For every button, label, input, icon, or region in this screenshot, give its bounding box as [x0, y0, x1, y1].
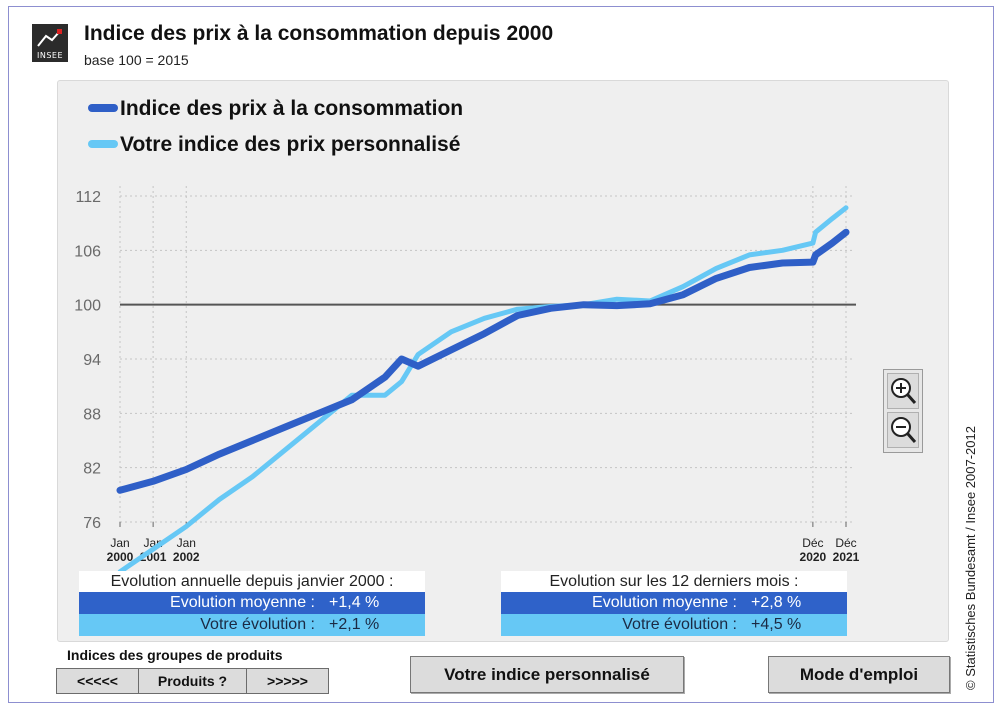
- help-button[interactable]: Mode d'emploi: [768, 656, 950, 693]
- avg-value: +2,8 %: [751, 594, 802, 611]
- cpi-series-line: [116, 228, 850, 494]
- stats-since-2000-your-row: Votre évolution : +2,1 %: [79, 614, 425, 636]
- y-tick-label: 100: [74, 298, 101, 315]
- product-group-nav: <<<<< Produits ? >>>>>: [56, 668, 329, 694]
- stats-12m-your-row: Votre évolution : +4,5 %: [501, 614, 847, 636]
- page-subtitle: base 100 = 2015: [84, 52, 189, 68]
- zoom-out-icon: [891, 417, 917, 443]
- next-group-button[interactable]: >>>>>: [267, 673, 308, 689]
- legend-label-personal: Votre indice des prix personnalisé: [120, 133, 460, 156]
- x-tick-label-month: Jan: [110, 536, 129, 550]
- x-tick-label-month: Jan: [177, 536, 196, 550]
- your-value: +4,5 %: [751, 616, 802, 633]
- stats-last-12-months: Evolution sur les 12 derniers mois : Evo…: [501, 571, 847, 636]
- logo-text: INSEE: [36, 51, 64, 60]
- stats-12m-avg-row: Evolution moyenne : +2,8 %: [501, 592, 847, 614]
- y-tick-label: 94: [83, 352, 101, 369]
- y-tick-label: 88: [83, 406, 101, 423]
- avg-label: Evolution moyenne :: [170, 594, 315, 611]
- x-tick-label-year: 2020: [800, 550, 827, 564]
- x-tick-label-year: 2000: [107, 550, 134, 564]
- x-tick-label-month: Déc: [835, 536, 856, 550]
- x-tick-label-month: Déc: [802, 536, 823, 550]
- logo-mark-icon: [37, 29, 62, 47]
- personal-series-line: [117, 205, 849, 575]
- insee-logo: INSEE: [32, 24, 68, 62]
- previous-group-button[interactable]: <<<<<: [57, 669, 139, 693]
- product-groups-label: Indices des groupes de produits: [67, 647, 283, 663]
- y-tick-label: 76: [83, 515, 101, 532]
- your-value: +2,1 %: [329, 616, 380, 633]
- x-tick-label-year: 2002: [173, 550, 200, 564]
- x-tick-label-year: 2021: [833, 550, 860, 564]
- personal-index-button[interactable]: Votre indice personnalisé: [410, 656, 684, 693]
- zoom-controls: [883, 369, 923, 453]
- chart-panel: [57, 80, 949, 642]
- y-tick-label: 82: [83, 461, 101, 478]
- y-tick-label: 106: [74, 243, 101, 260]
- avg-value: +1,4 %: [329, 594, 380, 611]
- page-title: Indice des prix à la consommation depuis…: [84, 22, 554, 45]
- your-label: Votre évolution :: [200, 616, 315, 633]
- products-button[interactable]: Produits ?: [139, 669, 247, 693]
- y-tick-label: 112: [75, 189, 101, 206]
- stats-12m-title: Evolution sur les 12 derniers mois :: [501, 571, 847, 592]
- stats-since-2000-avg-row: Evolution moyenne : +1,4 %: [79, 592, 425, 614]
- avg-label: Evolution moyenne :: [592, 594, 737, 611]
- zoom-in-icon: [891, 378, 917, 404]
- legend-label-cpi: Indice des prix à la consommation: [120, 97, 463, 120]
- stats-since-2000: Evolution annuelle depuis janvier 2000 :…: [79, 571, 425, 636]
- zoom-in-button[interactable]: [887, 373, 919, 409]
- stats-since-2000-title: Evolution annuelle depuis janvier 2000 :: [79, 571, 425, 592]
- zoom-out-button[interactable]: [887, 412, 919, 448]
- your-label: Votre évolution :: [622, 616, 737, 633]
- copyright-text: © Statistisches Bundesamt / Insee 2007-2…: [963, 426, 978, 690]
